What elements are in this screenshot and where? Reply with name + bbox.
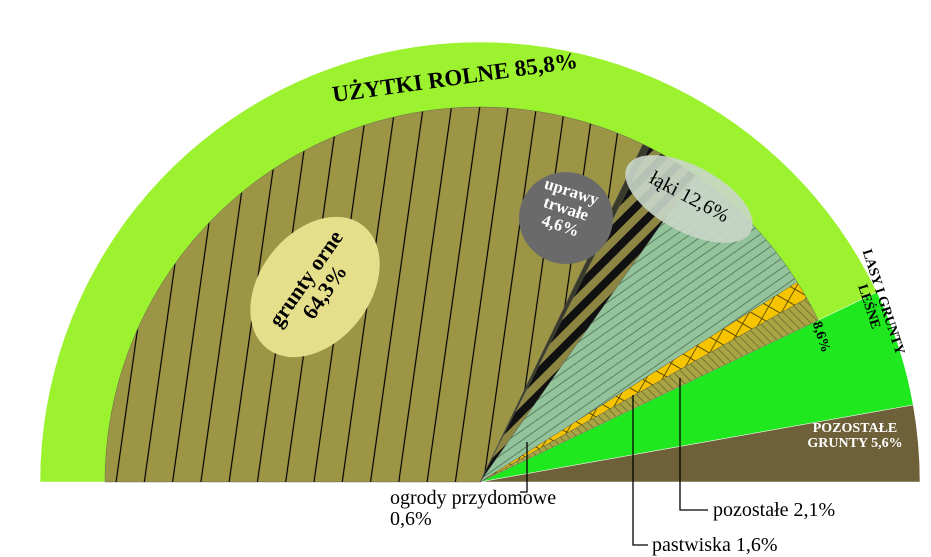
leader-line: [632, 395, 648, 546]
label-bg: [519, 172, 613, 264]
outer-segment: [479, 404, 921, 483]
category-name: pozostałe: [713, 499, 789, 521]
segment-label: pozostałe 2,1%: [713, 500, 913, 521]
segment-label: pastwiska 1,6%: [652, 535, 852, 556]
leader-line: [520, 442, 528, 493]
value-label: 2,1%: [793, 499, 836, 521]
category-name: ogrody przydomowe: [390, 487, 557, 509]
segment-label: POZOSTAŁE GRUNTY 5,6%: [790, 421, 920, 451]
value-label: 0,6%: [390, 508, 432, 530]
label-bg: [250, 216, 380, 358]
category-name: POZOSTAŁE GRUNTY: [807, 421, 898, 451]
leader-line: [679, 378, 708, 511]
value-label: 5,6%: [871, 435, 903, 451]
label-bg: [625, 155, 753, 243]
inner-segment-hatch: [479, 297, 819, 483]
segment-label: ogrody przydomowe 0,6%: [390, 488, 590, 530]
category-name: pastwiska: [652, 534, 731, 556]
inner-segment-hatch: [104, 106, 644, 483]
value-label: 1,6%: [735, 534, 778, 556]
